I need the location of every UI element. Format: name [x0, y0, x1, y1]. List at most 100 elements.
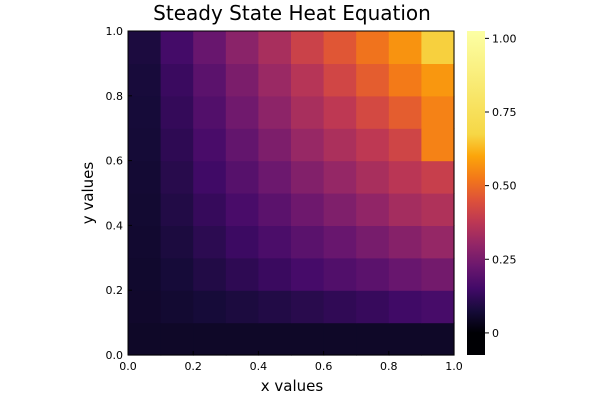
- heatmap-cell: [193, 193, 227, 226]
- heatmap-cell: [225, 290, 259, 324]
- heatmap-cell: [128, 128, 162, 162]
- heatmap-cell: [291, 193, 325, 226]
- heatmap-cells: [128, 31, 455, 356]
- y-tick-label: 1.0: [106, 25, 124, 38]
- heatmap-cell: [323, 290, 357, 324]
- x-tick-label: 0.0: [119, 360, 137, 373]
- x-tick-label: 0.4: [250, 360, 268, 373]
- heatmap-cell: [291, 160, 325, 194]
- heatmap-cell: [291, 322, 325, 356]
- heatmap-cell: [193, 160, 227, 194]
- heatmap-cell: [225, 160, 259, 194]
- heatmap-cell: [160, 160, 194, 194]
- heatmap-cell: [356, 160, 390, 194]
- heatmap-cell: [193, 322, 227, 356]
- heatmap-cell: [258, 128, 292, 162]
- heatmap-cell: [323, 193, 357, 226]
- heatmap-cell: [128, 160, 162, 194]
- heatmap-cell: [291, 128, 325, 162]
- heatmap-cell: [388, 63, 422, 97]
- heatmap-cell: [160, 225, 194, 259]
- colorbar-tick-label: 1.00: [492, 32, 517, 45]
- heatmap-cell: [356, 128, 390, 162]
- heatmap-cell: [193, 257, 227, 291]
- heatmap-cell: [388, 160, 422, 194]
- heatmap-cell: [356, 290, 390, 324]
- x-tick-label: 0.2: [184, 360, 202, 373]
- heatmap-cell: [356, 225, 390, 259]
- heatmap-cell: [291, 225, 325, 259]
- heatmap-cell: [225, 95, 259, 129]
- heatmap-cell: [421, 193, 455, 226]
- colorbar-tick-label: 0.50: [492, 180, 517, 193]
- colorbar: [467, 31, 485, 355]
- heatmap-cell: [225, 257, 259, 291]
- heatmap-cell: [421, 63, 455, 97]
- heatmap-cell: [421, 225, 455, 259]
- heatmap-cell: [225, 322, 259, 356]
- heatmap-cell: [160, 257, 194, 291]
- heatmap-cell: [258, 290, 292, 324]
- heatmap-cell: [160, 193, 194, 226]
- heatmap-cell: [323, 128, 357, 162]
- heatmap-cell: [193, 225, 227, 259]
- heatmap-cell: [356, 193, 390, 226]
- heatmap-cell: [421, 257, 455, 291]
- heatmap-cell: [128, 290, 162, 324]
- heatmap-cell: [291, 63, 325, 97]
- heatmap-cell: [160, 128, 194, 162]
- heatmap-cell: [356, 322, 390, 356]
- heatmap-cell: [323, 160, 357, 194]
- heatmap-cell: [291, 290, 325, 324]
- heatmap-cell: [323, 63, 357, 97]
- heatmap-cell: [258, 257, 292, 291]
- heatmap-cell: [421, 95, 455, 129]
- heatmap-cell: [421, 160, 455, 194]
- heatmap-cell: [323, 322, 357, 356]
- chart-title: Steady State Heat Equation: [153, 1, 431, 25]
- heatmap-cell: [421, 31, 455, 64]
- heatmap-cell: [291, 31, 325, 64]
- heatmap-cell: [323, 95, 357, 129]
- heatmap-cell: [160, 290, 194, 324]
- heatmap-cell: [356, 257, 390, 291]
- x-axis-label: x values: [261, 377, 324, 395]
- heatmap-cell: [128, 257, 162, 291]
- heatmap-cell: [128, 193, 162, 226]
- heatmap-cell: [258, 193, 292, 226]
- heatmap-cell: [356, 31, 390, 64]
- heatmap-cell: [258, 63, 292, 97]
- heatmap-cell: [160, 63, 194, 97]
- heatmap-cell: [388, 95, 422, 129]
- heatmap-cell: [193, 128, 227, 162]
- heatmap-cell: [323, 257, 357, 291]
- x-tick-label: 1.0: [445, 360, 463, 373]
- colorbar-ticks: 0 0.25 0.50 0.75 1.00: [485, 32, 517, 340]
- y-tick-label: 0.2: [106, 284, 124, 297]
- heatmap-cell: [258, 160, 292, 194]
- heatmap-cell: [128, 63, 162, 97]
- colorbar-tick-label: 0.75: [492, 106, 517, 119]
- heatmap-cell: [258, 31, 292, 64]
- heatmap-cell: [356, 95, 390, 129]
- colorbar-tick-label: 0: [492, 327, 499, 340]
- heatmap-cell: [193, 63, 227, 97]
- plot-frame: [127, 30, 455, 356]
- heatmap-cell: [258, 95, 292, 129]
- heatmap-cell: [193, 290, 227, 324]
- heatmap-cell: [388, 290, 422, 324]
- heatmap-cell: [388, 193, 422, 226]
- heatmap-cell: [258, 225, 292, 259]
- heatmap-cell: [388, 322, 422, 356]
- y-tick-label: 0.0: [106, 349, 124, 362]
- heatmap-cell: [388, 225, 422, 259]
- heatmap-cell: [128, 95, 162, 129]
- heatmap-cell: [193, 31, 227, 64]
- heatmap-cell: [225, 225, 259, 259]
- heatmap-cell: [193, 95, 227, 129]
- heatmap-cell: [128, 225, 162, 259]
- heatmap-cell: [291, 95, 325, 129]
- heatmap-cell: [160, 31, 194, 64]
